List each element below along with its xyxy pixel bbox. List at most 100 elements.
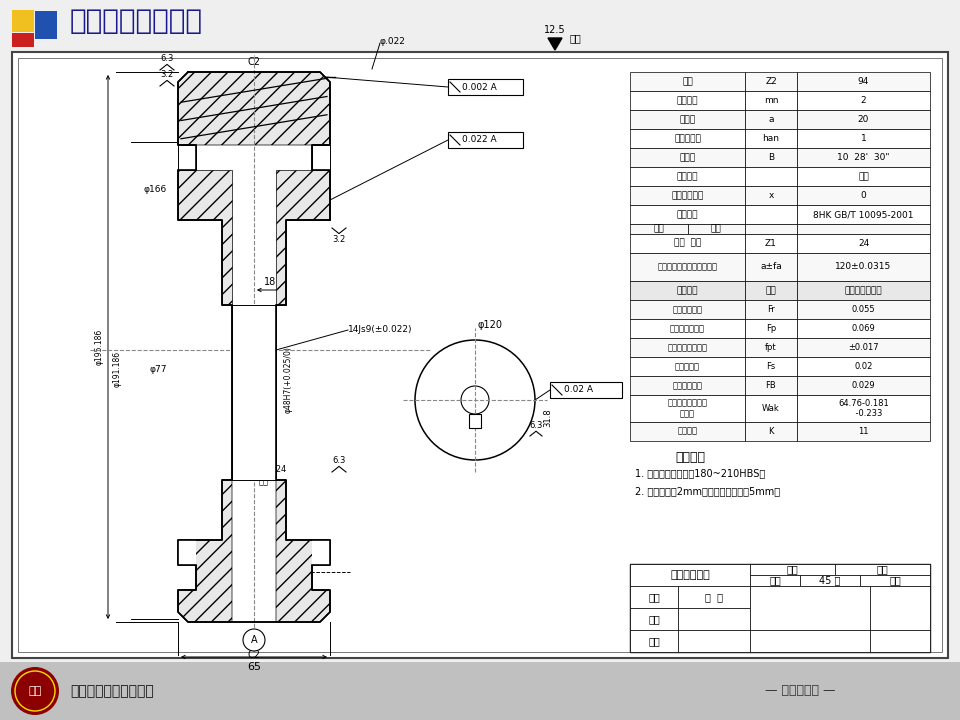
Text: 其余: 其余 <box>570 33 582 43</box>
Bar <box>745 253 797 281</box>
Bar <box>797 72 930 91</box>
Bar <box>312 540 330 565</box>
Text: 31.8: 31.8 <box>543 409 552 427</box>
Bar <box>797 253 930 281</box>
Text: 《机械设计课程设计》: 《机械设计课程设计》 <box>70 684 154 698</box>
Text: Fr: Fr <box>767 305 775 314</box>
Text: 10  28'  30": 10 28' 30" <box>837 153 890 162</box>
Bar <box>448 79 523 95</box>
Bar <box>797 300 930 319</box>
Bar <box>835 564 930 575</box>
Bar <box>797 186 930 205</box>
Bar <box>12 33 34 47</box>
Text: 课程设计: 课程设计 <box>797 621 824 631</box>
Text: a: a <box>768 115 774 124</box>
Bar <box>870 630 930 652</box>
Bar <box>630 395 745 422</box>
Bar <box>630 608 678 630</box>
Bar <box>797 376 930 395</box>
Bar <box>630 129 745 148</box>
Text: 齿形角: 齿形角 <box>680 115 696 124</box>
Bar <box>745 224 797 233</box>
Text: 3.2: 3.2 <box>160 71 174 79</box>
Circle shape <box>461 386 489 414</box>
Text: 14Js9(±0.022): 14Js9(±0.022) <box>348 325 413 335</box>
Text: ±0.017: ±0.017 <box>849 343 878 352</box>
Polygon shape <box>276 170 330 305</box>
Text: C2: C2 <box>248 650 260 660</box>
Text: K: K <box>768 426 774 436</box>
Text: 代号: 代号 <box>766 286 777 295</box>
Text: 公差或极限偏差: 公差或极限偏差 <box>845 286 882 295</box>
Bar <box>448 132 523 148</box>
Bar <box>630 376 745 395</box>
Text: 二、低速级大齿轮: 二、低速级大齿轮 <box>70 7 203 35</box>
Circle shape <box>243 629 265 651</box>
Text: 绘图: 绘图 <box>648 614 660 624</box>
Text: Wak: Wak <box>762 404 780 413</box>
Bar <box>630 205 745 224</box>
Bar <box>630 186 745 205</box>
Text: 6.3: 6.3 <box>332 456 346 465</box>
Bar <box>745 110 797 129</box>
Text: 0.022 A: 0.022 A <box>462 135 496 145</box>
Polygon shape <box>178 72 330 622</box>
Bar <box>630 319 745 338</box>
Text: 法向模数: 法向模数 <box>677 96 698 105</box>
Bar <box>745 357 797 376</box>
Text: 科大: 科大 <box>29 686 41 696</box>
Bar <box>312 145 330 170</box>
Bar <box>745 395 797 422</box>
Text: （班名）: （班名） <box>888 621 912 631</box>
Bar <box>797 422 930 441</box>
Text: 120±0.0315: 120±0.0315 <box>835 262 892 271</box>
Text: Z1: Z1 <box>765 238 777 248</box>
Polygon shape <box>178 480 232 622</box>
Polygon shape <box>178 170 232 305</box>
Text: φ48H7(+0.025/0): φ48H7(+0.025/0) <box>284 346 293 413</box>
Text: 图号: 图号 <box>710 224 722 233</box>
Bar <box>797 110 930 129</box>
Bar <box>678 586 750 608</box>
Polygon shape <box>548 38 562 50</box>
Bar <box>232 305 276 480</box>
Bar <box>745 233 797 253</box>
Bar <box>630 167 745 186</box>
Text: 螺旋线总公差: 螺旋线总公差 <box>673 381 703 390</box>
Text: 6.3: 6.3 <box>529 421 542 430</box>
Text: 设计: 设计 <box>648 592 660 602</box>
Bar <box>630 253 745 281</box>
Text: φ166: φ166 <box>143 186 167 194</box>
Bar <box>630 564 750 586</box>
Bar <box>12 10 34 32</box>
Text: φ120: φ120 <box>478 320 503 330</box>
Text: 0.055: 0.055 <box>852 305 876 314</box>
Text: 年  月: 年 月 <box>705 592 723 602</box>
Bar <box>630 630 678 652</box>
Text: φ.022: φ.022 <box>380 37 406 47</box>
Text: 6.3: 6.3 <box>160 55 174 63</box>
Text: fpt: fpt <box>765 343 777 352</box>
Text: mn: mn <box>764 96 779 105</box>
Text: A: A <box>251 635 257 645</box>
Text: 均布: 均布 <box>259 477 269 487</box>
Text: 0: 0 <box>860 191 866 200</box>
Text: 0.02 A: 0.02 A <box>564 385 593 395</box>
Text: 单个齿距极限偏差: 单个齿距极限偏差 <box>667 343 708 352</box>
Bar <box>12 52 948 658</box>
Text: Fp: Fp <box>766 324 776 333</box>
Bar <box>745 167 797 186</box>
Text: a±fa: a±fa <box>760 262 781 271</box>
Text: 94: 94 <box>858 77 869 86</box>
Text: — 机械工程师 —: — 机械工程师 — <box>765 685 835 698</box>
Bar <box>630 586 678 608</box>
Text: 齿顶高系数: 齿顶高系数 <box>674 134 701 143</box>
Bar <box>750 630 870 652</box>
Bar <box>797 205 930 224</box>
Bar <box>630 110 745 129</box>
Text: 精度等级: 精度等级 <box>677 210 698 219</box>
Bar <box>745 281 797 300</box>
Bar <box>745 205 797 224</box>
Bar <box>745 91 797 110</box>
Text: Z2: Z2 <box>765 77 777 86</box>
